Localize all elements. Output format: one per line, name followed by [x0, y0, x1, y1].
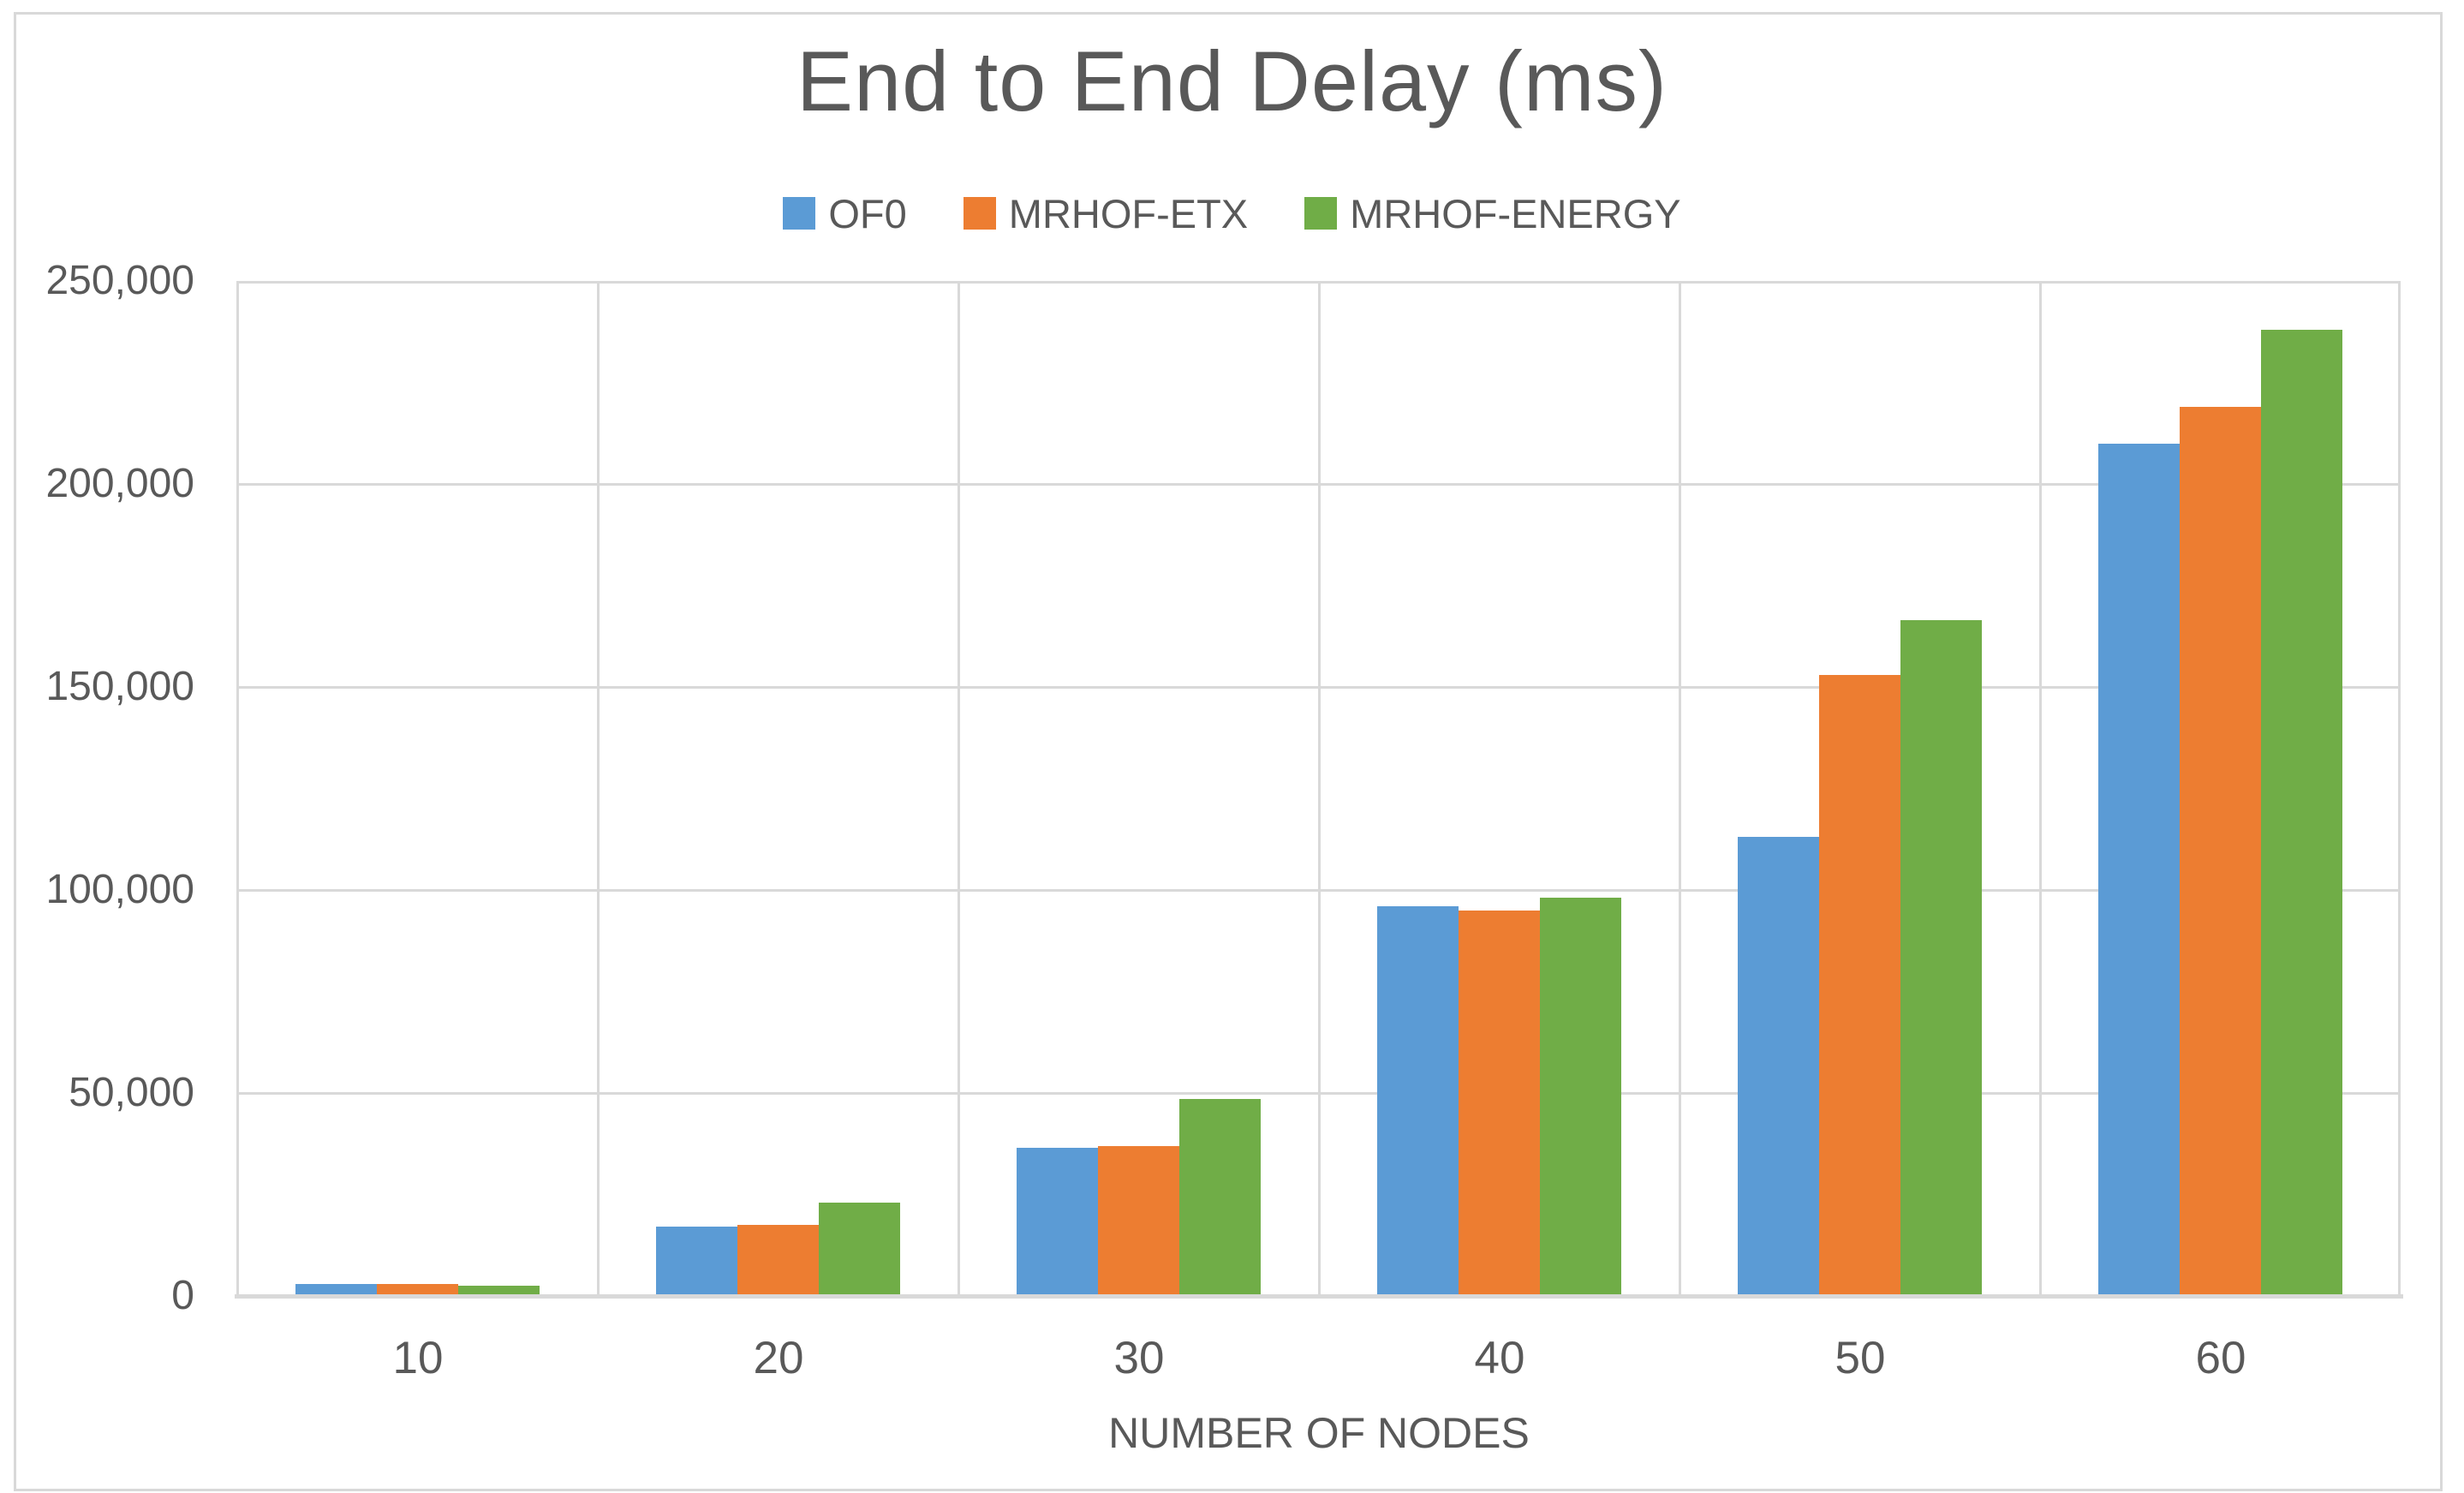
bar-MRHOF-ENERGY-30: [1179, 1099, 1261, 1296]
bar-OF0-10: [295, 1284, 377, 1296]
legend-label-MRHOF-ENERGY: MRHOF-ENERGY: [1350, 190, 1681, 236]
y-tick-label-50000: 50,000: [69, 1070, 194, 1115]
x-gridline-5: [2039, 281, 2042, 1296]
y-tick-label-0: 0: [171, 1273, 194, 1318]
x-gridline-1: [597, 281, 600, 1296]
bar-OF0-20: [656, 1227, 737, 1296]
chart-title: End to End Delay (ms): [796, 33, 1668, 128]
legend-label-MRHOF-ETX: MRHOF-ETX: [1008, 190, 1249, 236]
x-gridline-3: [1318, 281, 1321, 1296]
bar-OF0-60: [2098, 444, 2180, 1296]
bar-MRHOF-ENERGY-50: [1900, 620, 1982, 1296]
bar-MRHOF-ENERGY-10: [458, 1286, 540, 1296]
bar-OF0-50: [1738, 837, 1819, 1296]
bar-MRHOF-ENERGY-20: [819, 1203, 900, 1296]
bar-OF0-30: [1017, 1148, 1098, 1296]
x-tick-label-50: 50: [1835, 1333, 1886, 1383]
legend-swatch-icon-MRHOF-ETX: [963, 197, 996, 230]
y-tick-label-150000: 150,000: [45, 664, 194, 709]
x-tick-label-20: 20: [753, 1333, 804, 1383]
bar-MRHOF-ENERGY-40: [1540, 898, 1621, 1296]
legend-item-MRHOF-ETX: MRHOF-ETX: [963, 190, 1249, 237]
legend-swatch-icon-MRHOF-ENERGY: [1304, 197, 1338, 230]
plot-area: [235, 281, 2403, 1299]
x-gridline-2: [958, 281, 960, 1296]
y-tick-label-200000: 200,000: [45, 461, 194, 506]
y-tick-label-100000: 100,000: [45, 867, 194, 912]
x-gridline-4: [1679, 281, 1681, 1296]
bar-MRHOF-ETX-10: [377, 1284, 458, 1296]
legend-swatch-icon-OF0: [783, 197, 816, 230]
bar-OF0-40: [1377, 906, 1459, 1296]
bar-MRHOF-ETX-30: [1098, 1146, 1179, 1296]
x-gridline-0: [236, 281, 239, 1296]
x-axis-line: [235, 1294, 2403, 1299]
bar-MRHOF-ETX-40: [1459, 911, 1540, 1296]
legend-item-OF0: OF0: [783, 190, 907, 237]
x-tick-label-40: 40: [1474, 1333, 1525, 1383]
bar-MRHOF-ETX-60: [2180, 407, 2261, 1296]
bar-MRHOF-ETX-50: [1819, 675, 1900, 1296]
x-gridline-6: [2398, 281, 2401, 1296]
legend-label-OF0: OF0: [828, 190, 907, 236]
bar-MRHOF-ETX-20: [737, 1225, 819, 1296]
x-axis-title: NUMBER OF NODES: [1108, 1409, 1530, 1457]
y-tick-label-250000: 250,000: [45, 258, 194, 303]
x-tick-label-30: 30: [1113, 1333, 1165, 1383]
bar-MRHOF-ENERGY-60: [2261, 330, 2342, 1296]
x-tick-label-10: 10: [392, 1333, 444, 1383]
legend-item-MRHOF-ENERGY: MRHOF-ENERGY: [1304, 190, 1681, 237]
legend: OF0 MRHOF-ETX MRHOF-ENERGY: [0, 190, 2464, 237]
x-tick-label-60: 60: [2195, 1333, 2246, 1383]
